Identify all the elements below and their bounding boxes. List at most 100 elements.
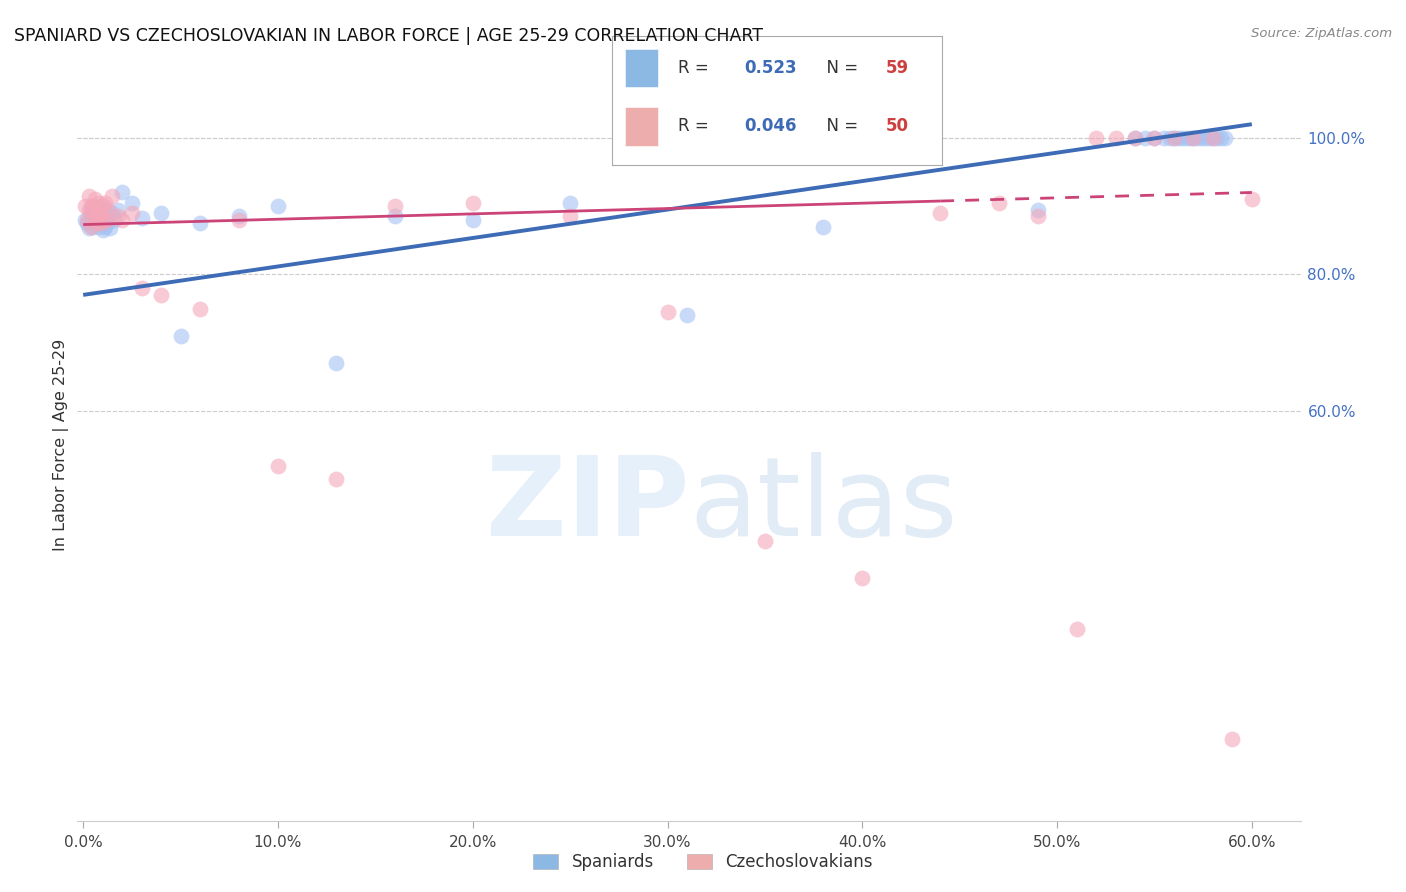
Point (76, 216, 98, 230)
Point (1205, 131, 1227, 145)
Point (1026, 210, 1049, 224)
Point (384, 210, 406, 224)
Point (97, 202, 120, 217)
Text: N =: N = (817, 59, 863, 77)
Point (90, 216, 112, 230)
Point (111, 186, 134, 200)
Point (121, 195, 143, 210)
Point (1066, 623, 1088, 637)
Point (131, 211, 153, 226)
Point (82, 219, 104, 234)
Text: 0.523: 0.523 (744, 59, 796, 77)
Point (86, 216, 108, 230)
Point (1104, 131, 1126, 145)
Text: R =: R = (678, 117, 714, 136)
Point (96, 216, 118, 230)
Point (1123, 131, 1146, 145)
Text: atlas: atlas (689, 451, 957, 558)
Point (77, 189, 100, 203)
Point (1167, 131, 1189, 145)
Point (121, 206, 143, 220)
Point (82, 212, 104, 227)
Point (80, 202, 103, 217)
Point (100, 221, 122, 235)
Point (107, 202, 129, 217)
Point (83, 206, 105, 220)
Point (80, 211, 103, 226)
Point (1170, 131, 1192, 145)
Point (80, 219, 103, 234)
Point (91, 212, 114, 227)
Point (91, 199, 114, 213)
Point (1026, 202, 1049, 217)
Point (76, 212, 98, 227)
Point (1143, 131, 1166, 145)
Point (86, 202, 108, 217)
Point (929, 206, 952, 220)
Text: N =: N = (817, 117, 863, 136)
Point (228, 210, 250, 224)
Text: 50: 50 (886, 117, 908, 136)
Point (91, 212, 114, 227)
Point (93, 219, 115, 234)
Point (101, 206, 124, 220)
Point (1202, 131, 1225, 145)
Point (1163, 131, 1185, 145)
Point (1143, 131, 1166, 145)
Point (91, 223, 114, 237)
Point (87, 210, 110, 224)
Point (169, 329, 191, 343)
Point (558, 195, 581, 210)
Point (87, 195, 110, 210)
Text: Source: ZipAtlas.com: Source: ZipAtlas.com (1251, 27, 1392, 40)
Point (83, 216, 105, 230)
Point (325, 356, 347, 370)
Point (657, 305, 679, 319)
Point (1222, 731, 1244, 746)
Point (83, 192, 105, 206)
Point (150, 288, 173, 302)
Text: ZIP: ZIP (485, 451, 689, 558)
Point (1209, 131, 1232, 145)
Point (1182, 131, 1205, 145)
Point (1163, 131, 1185, 145)
Point (86, 212, 108, 227)
Point (813, 219, 835, 234)
Point (188, 216, 211, 230)
Point (150, 206, 173, 220)
Point (1178, 131, 1201, 145)
Point (87, 219, 110, 234)
Point (90, 206, 112, 220)
Text: R =: R = (678, 59, 714, 77)
Legend: Spaniards, Czechoslovakians: Spaniards, Czechoslovakians (524, 845, 882, 880)
Point (82, 206, 104, 220)
Bar (624, 107, 658, 145)
Point (267, 199, 290, 213)
Point (77, 221, 100, 235)
Point (131, 281, 153, 295)
Point (97, 211, 120, 226)
Point (987, 195, 1010, 210)
Point (754, 533, 776, 548)
Point (1153, 131, 1175, 145)
Point (1174, 131, 1197, 145)
Point (107, 210, 129, 224)
Point (90, 216, 112, 230)
Point (1189, 131, 1212, 145)
Point (111, 212, 134, 227)
Point (93, 202, 115, 217)
Point (325, 472, 347, 486)
Point (188, 301, 211, 316)
Point (676, 309, 699, 323)
Point (461, 212, 484, 227)
Point (1133, 131, 1156, 145)
Text: 0.046: 0.046 (744, 117, 796, 136)
Point (86, 201, 108, 215)
Point (1187, 131, 1209, 145)
Point (82, 199, 104, 213)
Text: 59: 59 (886, 59, 908, 77)
Point (77, 202, 100, 217)
Point (461, 195, 484, 210)
Text: SPANIARD VS CZECHOSLOVAKIAN IN LABOR FORCE | AGE 25-29 CORRELATION CHART: SPANIARD VS CZECHOSLOVAKIAN IN LABOR FOR… (14, 27, 763, 45)
Point (1198, 131, 1220, 145)
